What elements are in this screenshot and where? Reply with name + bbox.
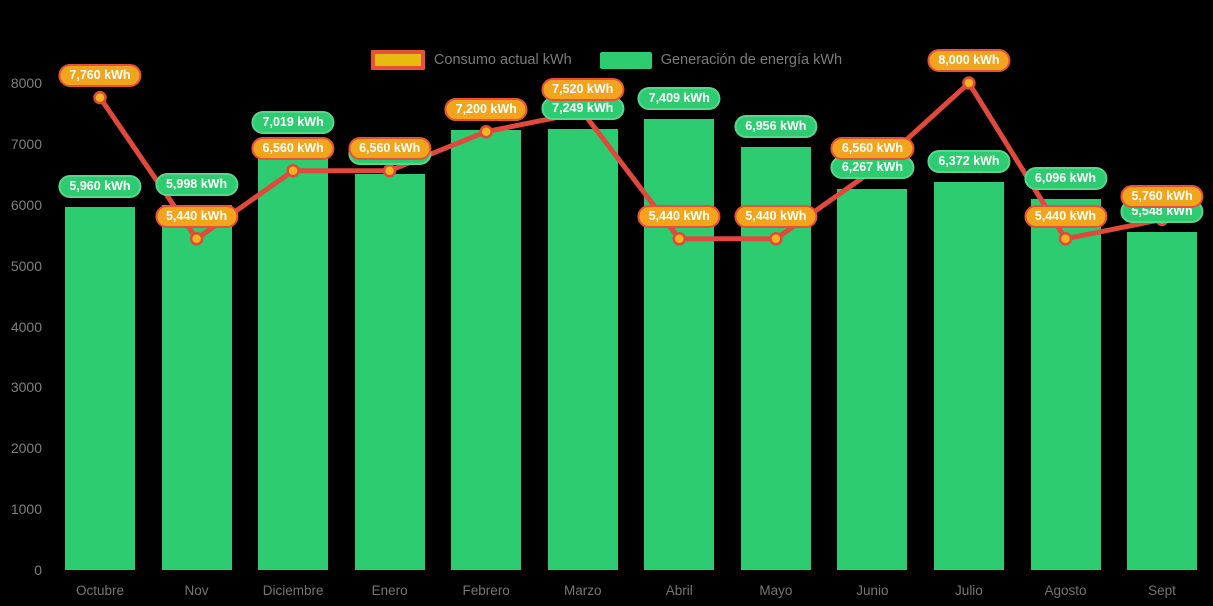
line-label-sept: 5,760 kWh [1120, 185, 1204, 209]
y-tick-4000: 4000 [10, 318, 42, 335]
x-tick-julio: Julio [955, 583, 983, 598]
bar-label-diciembre: 7,019 kWh [251, 110, 335, 134]
x-tick-junio: Junio [856, 583, 889, 598]
bar-nov[interactable] [161, 204, 232, 570]
bar-octubre[interactable] [65, 207, 135, 570]
bar-label-junio: 6,267 kWh [830, 156, 914, 180]
x-tick-marzo: Marzo [563, 583, 602, 598]
x-tick-sept: Sept [1148, 583, 1176, 598]
x-tick-diciembre: Diciembre [262, 583, 324, 598]
consumo-swatch-icon [370, 50, 425, 70]
line-label-febrero: 7,200 kWh [444, 97, 528, 121]
legend-label-consumo: Consumo actual kWh [433, 52, 572, 68]
bar-label-agosto: 6,096 kWh [1023, 166, 1108, 190]
bar-enero[interactable] [354, 174, 425, 570]
line-label-abril: 5,440 kWh [637, 204, 721, 228]
bar-febrero[interactable] [451, 129, 522, 570]
line-label-marzo: 7,520 kWh [541, 78, 625, 102]
line-label-enero: 6,560 kWh [348, 136, 432, 160]
bar-label-octubre: 5,960 kWh [58, 175, 142, 199]
bar-marzo[interactable] [547, 128, 618, 570]
line-label-nov: 5,440 kWh [154, 204, 239, 228]
y-tick-5000: 5000 [10, 257, 42, 274]
legend-item-consumo[interactable]: Consumo actual kWh [370, 50, 572, 70]
x-tick-febrero: Febrero [462, 583, 510, 598]
line-label-agosto: 5,440 kWh [1023, 204, 1108, 228]
line-marker-octubre[interactable] [93, 90, 107, 105]
line-label-diciembre: 6,560 kWh [251, 136, 335, 160]
bar-diciembre[interactable] [258, 142, 329, 570]
bar-junio[interactable] [837, 188, 908, 570]
y-tick-2000: 2000 [10, 440, 42, 457]
bar-julio[interactable] [933, 182, 1004, 570]
bar-label-abril: 7,409 kWh [637, 86, 721, 110]
bar-abril[interactable] [644, 119, 715, 570]
y-tick-6000: 6000 [10, 196, 42, 213]
y-tick-0: 0 [34, 562, 42, 578]
y-tick-3000: 3000 [10, 379, 42, 396]
x-tick-mayo: Mayo [759, 583, 793, 598]
x-tick-agosto: Agosto [1044, 583, 1087, 598]
chart-legend: Consumo actual kWh Generación de energía… [0, 50, 1213, 70]
generacion-swatch-icon [599, 51, 652, 69]
legend-item-generacion[interactable]: Generación de energía kWh [599, 51, 843, 69]
x-tick-octubre: Octubre [75, 583, 125, 598]
line-marker-julio[interactable] [962, 76, 976, 90]
bar-label-julio: 6,372 kWh [927, 150, 1011, 174]
line-label-junio: 6,560 kWh [830, 136, 914, 160]
line-label-julio: 8,000 kWh [927, 49, 1011, 72]
line-label-mayo: 5,440 kWh [734, 204, 818, 228]
bar-label-mayo: 6,956 kWh [734, 114, 818, 138]
bar-agosto[interactable] [1030, 198, 1101, 570]
bar-sept[interactable] [1127, 232, 1198, 570]
y-tick-8000: 8000 [10, 75, 42, 91]
y-tick-7000: 7000 [10, 135, 42, 152]
x-tick-nov: Nov [184, 583, 209, 598]
bar-label-nov: 5,998 kWh [154, 172, 239, 196]
x-tick-enero: Enero [371, 583, 408, 598]
y-tick-1000: 1000 [10, 501, 42, 518]
x-tick-abril: Abril [665, 583, 693, 598]
legend-label-generacion: Generación de energía kWh [660, 52, 843, 68]
